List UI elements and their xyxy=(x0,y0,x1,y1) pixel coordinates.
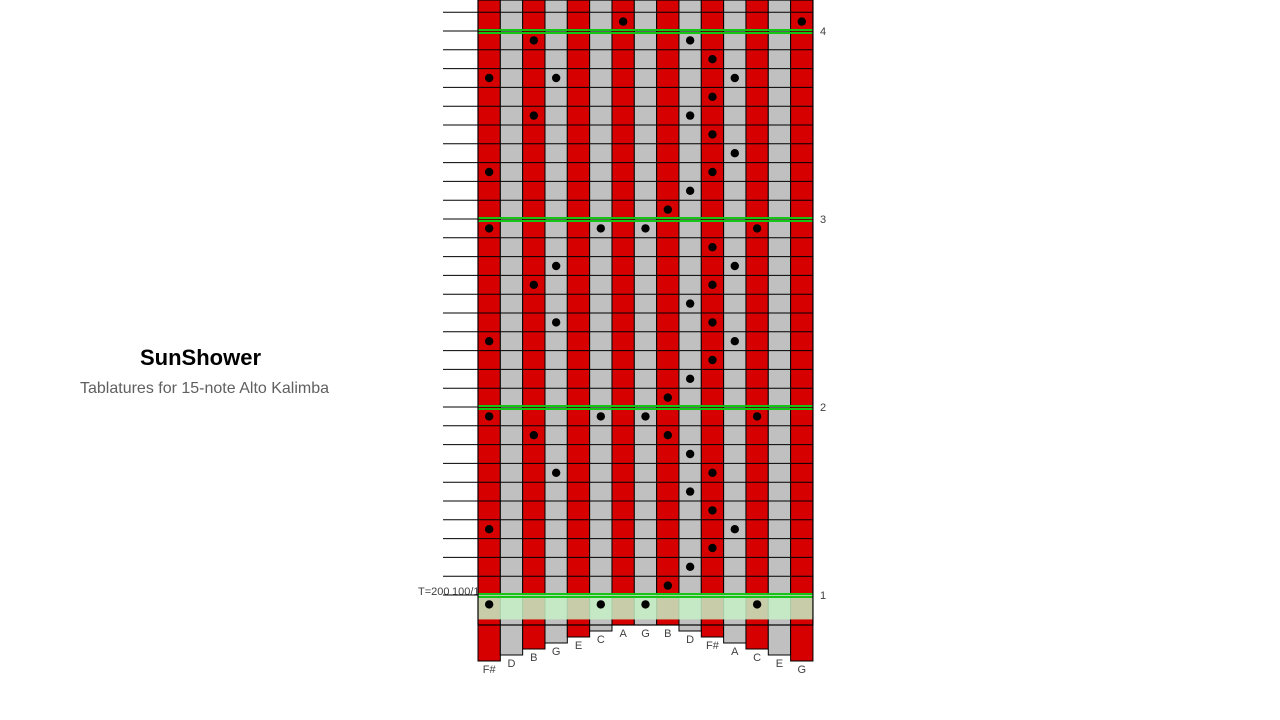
note xyxy=(552,262,560,270)
tine-2 xyxy=(523,0,545,649)
tine-5 xyxy=(590,0,612,631)
note xyxy=(708,469,716,477)
note xyxy=(485,224,493,232)
note xyxy=(485,600,493,608)
tine-label: E xyxy=(776,658,783,670)
note xyxy=(686,487,694,495)
measure-number: 4 xyxy=(820,26,826,38)
note xyxy=(597,412,605,420)
note xyxy=(708,356,716,364)
note xyxy=(641,412,649,420)
note xyxy=(686,375,694,383)
note xyxy=(798,17,806,25)
tine-1 xyxy=(500,0,522,655)
tine-label: D xyxy=(508,658,516,670)
note xyxy=(552,74,560,82)
note xyxy=(708,55,716,63)
note xyxy=(753,224,761,232)
note xyxy=(664,393,672,401)
note xyxy=(485,412,493,420)
note xyxy=(731,525,739,533)
tine-label: D xyxy=(686,634,694,646)
tine-label: G xyxy=(552,646,561,658)
note xyxy=(664,431,672,439)
note xyxy=(485,74,493,82)
tine-label: G xyxy=(798,664,807,676)
note xyxy=(686,450,694,458)
note xyxy=(708,130,716,138)
tine-14 xyxy=(791,0,813,661)
note xyxy=(708,243,716,251)
tine-label: B xyxy=(530,652,537,664)
kalimba-tablature: 1 2 3 4 F# D B G E C A G B D F# A C E G xyxy=(0,0,1280,720)
tine-13 xyxy=(768,0,790,655)
note xyxy=(597,224,605,232)
tine-label: B xyxy=(664,628,671,640)
note xyxy=(686,111,694,119)
note xyxy=(641,600,649,608)
note xyxy=(708,168,716,176)
tine-label: E xyxy=(575,640,582,652)
note xyxy=(753,412,761,420)
note xyxy=(708,318,716,326)
note xyxy=(708,281,716,289)
note xyxy=(530,431,538,439)
note xyxy=(686,299,694,307)
note xyxy=(485,168,493,176)
note xyxy=(530,111,538,119)
note xyxy=(686,36,694,44)
note xyxy=(731,74,739,82)
tine-11 xyxy=(724,0,746,643)
tine-label: G xyxy=(641,628,650,640)
note xyxy=(619,17,627,25)
note xyxy=(530,281,538,289)
measure-number: 1 xyxy=(820,590,826,602)
note xyxy=(552,318,560,326)
note xyxy=(597,600,605,608)
note xyxy=(485,525,493,533)
tine-label: A xyxy=(619,628,627,640)
tine-0 xyxy=(478,0,500,661)
note xyxy=(708,544,716,552)
measure-number: 2 xyxy=(820,402,826,414)
note xyxy=(552,469,560,477)
tine-label: F# xyxy=(483,664,497,676)
note xyxy=(686,563,694,571)
note xyxy=(708,506,716,514)
note xyxy=(753,600,761,608)
tine-label: C xyxy=(753,652,761,664)
note xyxy=(485,337,493,345)
tine-9 xyxy=(679,0,701,631)
measure-number: 3 xyxy=(820,214,826,226)
note xyxy=(686,187,694,195)
note xyxy=(731,149,739,157)
tine-4 xyxy=(567,0,589,637)
tine-label: F# xyxy=(706,640,720,652)
tine-12 xyxy=(746,0,768,649)
note xyxy=(641,224,649,232)
tine-label: A xyxy=(731,646,739,658)
tine-label: C xyxy=(597,634,605,646)
note xyxy=(664,581,672,589)
note xyxy=(664,205,672,213)
note xyxy=(530,36,538,44)
note xyxy=(731,262,739,270)
note xyxy=(708,93,716,101)
note xyxy=(731,337,739,345)
